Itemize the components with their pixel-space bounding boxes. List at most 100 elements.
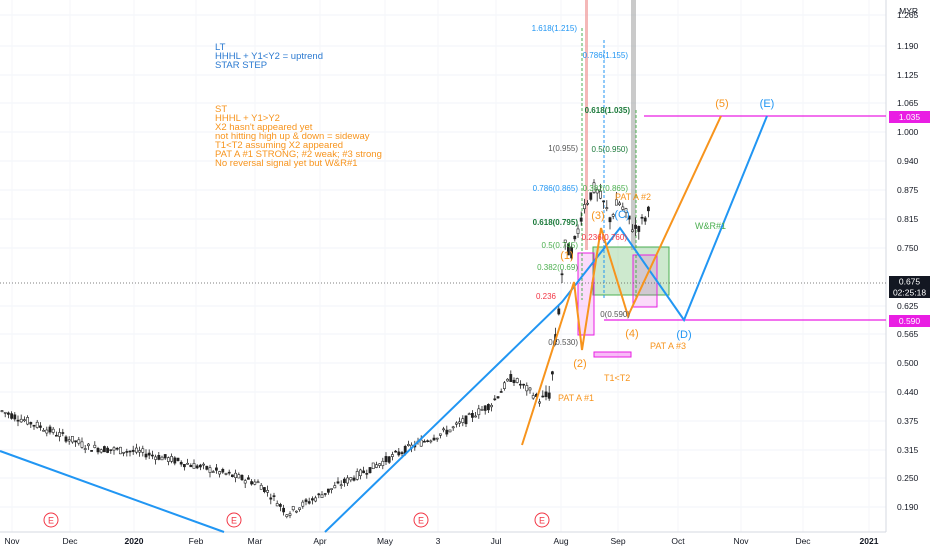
candle-body <box>326 488 330 493</box>
price-tick-label: 0.315 <box>897 445 919 455</box>
countdown-badge <box>889 287 930 298</box>
candle-body <box>406 444 410 446</box>
candle-body <box>247 477 250 480</box>
candle-body <box>243 480 247 484</box>
candle-body <box>528 387 532 391</box>
blue-downtrend-line[interactable] <box>0 450 225 533</box>
fib-label: 0.236(0.760) <box>582 233 628 242</box>
st-notes: ST HHHL + Y1>Y2 X2 hasn't appeared yet n… <box>215 104 382 169</box>
candle-body <box>448 429 452 433</box>
candle-body <box>103 446 106 453</box>
candle-body <box>154 456 158 460</box>
candle-body <box>19 418 23 423</box>
price-tick-label: 0.875 <box>897 185 919 195</box>
note-line: T1<T2 assuming X2 appeared <box>215 140 343 151</box>
candle-body <box>624 208 628 214</box>
candle-body <box>151 454 154 457</box>
candle-body <box>285 514 289 517</box>
candle-body <box>3 412 7 414</box>
candle-body <box>125 451 129 453</box>
candle-body <box>224 473 228 475</box>
candle-body <box>614 199 618 206</box>
fib-label: 0.618(0.795) <box>533 218 579 227</box>
time-tick-label: 3 <box>436 536 441 546</box>
candle-body <box>83 448 87 450</box>
time-tick-label: 2020 <box>125 536 144 546</box>
candle-body <box>199 464 202 468</box>
candle-body <box>122 451 126 454</box>
candle-body <box>262 487 266 493</box>
candle-body <box>234 472 238 478</box>
annotations: PAT A #1 PAT A #2 PAT A #3 T1<T2 W&R#1 <box>558 192 726 403</box>
candle-body <box>71 436 74 443</box>
candle-body <box>112 447 116 451</box>
earnings-event-icon <box>413 512 429 528</box>
candle-body <box>557 308 561 315</box>
candle-body <box>141 448 145 453</box>
candle-body <box>144 453 148 458</box>
countdown-text: 02:25:18 <box>893 288 926 298</box>
candle-body <box>522 383 526 386</box>
zones <box>577 0 670 358</box>
annotation: W&R#1 <box>695 221 726 231</box>
wave-label: (C) <box>614 209 629 221</box>
wave-label: (1) <box>560 250 573 262</box>
candle-body <box>221 469 225 473</box>
candle-body <box>394 450 398 453</box>
time-tick-label: Aug <box>553 536 568 546</box>
currency-label: MYR <box>899 6 918 16</box>
candle-body <box>304 499 308 502</box>
lt-notes: LT HHHL + Y1<Y2 = uptrend STAR STEP <box>215 42 323 71</box>
candle-body <box>330 488 334 490</box>
fib-label: 0.382(0.69) <box>537 263 578 272</box>
candle-body <box>163 454 167 459</box>
candle-body <box>630 229 634 232</box>
note-line: STAR STEP <box>215 60 267 71</box>
orange-wave-path[interactable] <box>521 115 722 446</box>
candle-body <box>35 421 39 428</box>
time-tick-label: Apr <box>313 536 326 546</box>
candle-body <box>611 214 615 217</box>
candle-body <box>77 439 81 444</box>
candle-body <box>627 215 631 220</box>
candle-body <box>435 437 439 440</box>
candle-body <box>183 463 186 468</box>
price-tick-label: 0.250 <box>897 473 919 483</box>
candle-body <box>269 497 273 500</box>
earnings-event-icon <box>226 512 242 528</box>
candle-body <box>445 429 449 435</box>
candle-body <box>467 413 471 416</box>
candle-body <box>618 202 622 206</box>
candle-body <box>13 414 17 420</box>
candle-body <box>275 503 279 507</box>
price-badge-text: 1.035 <box>899 112 921 122</box>
candle-body <box>22 419 26 422</box>
candle-body <box>7 412 10 415</box>
candle-body <box>301 501 305 507</box>
candle-body <box>477 408 481 416</box>
candle-body <box>96 447 100 453</box>
candle-body <box>592 182 596 193</box>
candle-body <box>61 432 65 434</box>
time-axis-ticks[interactable]: Nov Dec 2020 Feb Mar Apr May 3 Jul Aug Sep Oct Nov De… <box>4 536 878 546</box>
wave-labels: (1) (2) (3) (4) (5) (C) (D) (E) <box>560 98 774 370</box>
event-markers[interactable]: E E E E <box>43 512 550 528</box>
time-tick-label: Nov <box>733 536 749 546</box>
candle-body <box>419 439 423 447</box>
event-label: E <box>539 516 545 526</box>
candle-body <box>640 216 644 219</box>
candle-body <box>109 449 113 451</box>
price-badge-text: 0.590 <box>899 316 921 326</box>
price-axis-ticks[interactable]: 1.265 1.190 1.125 1.065 1.000 0.940 0.875 0.815… <box>897 10 919 512</box>
fib-label: 0(0.530) <box>548 338 578 347</box>
candle-body <box>323 493 327 495</box>
candle-body <box>266 490 270 493</box>
blue-wave-path[interactable] <box>324 115 768 533</box>
time-tick-label: Mar <box>248 536 263 546</box>
candle-body <box>51 428 55 433</box>
candle-body <box>170 456 174 462</box>
fib-label: 0.5(0.745) <box>542 241 579 250</box>
candle-body <box>499 391 503 393</box>
candle-body <box>400 452 404 454</box>
